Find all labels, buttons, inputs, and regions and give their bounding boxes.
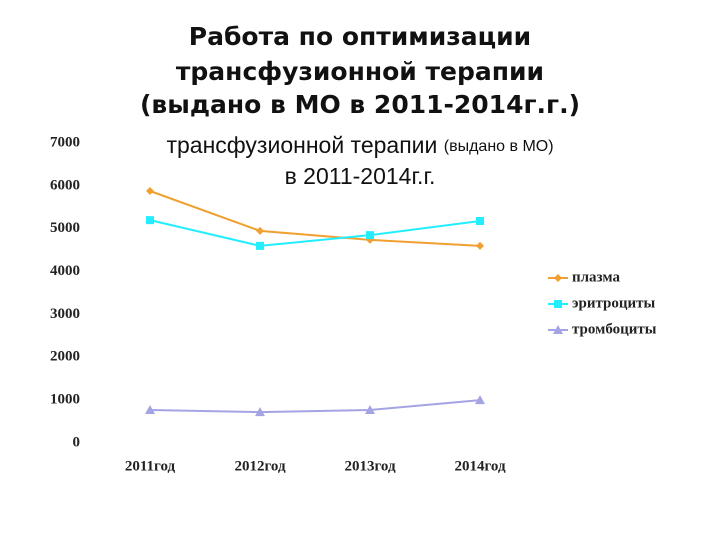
y-tick-label: 0 bbox=[73, 434, 81, 450]
marker bbox=[475, 395, 485, 405]
subtitle-part: трансфузионной терапии bbox=[166, 132, 437, 158]
title-line: (выдано в МО в 2011-2014г.г.) bbox=[140, 90, 580, 119]
x-tick-label: 2013год bbox=[344, 458, 396, 474]
y-tick-label: 1000 bbox=[50, 392, 80, 408]
y-tick-label: 2000 bbox=[50, 349, 80, 365]
title-line: Работа по оптимизации bbox=[189, 22, 531, 51]
marker bbox=[146, 187, 154, 195]
subtitle-line: трансфузионной терапии (выдано в МО) bbox=[166, 132, 553, 158]
subtitle-part: (выдано в МО) bbox=[444, 138, 554, 155]
x-tick-label: 2011год bbox=[125, 458, 176, 474]
marker bbox=[365, 405, 375, 414]
legend-label: эритроциты bbox=[572, 295, 656, 311]
x-tick-label: 2014год bbox=[454, 458, 506, 474]
series-line bbox=[149, 399, 481, 414]
legend-marker bbox=[554, 300, 562, 308]
y-tick-label: 5000 bbox=[50, 220, 80, 236]
subtitle-line: в 2011-2014г.г. bbox=[285, 163, 436, 189]
title-line: трансфузионной терапии bbox=[176, 57, 544, 86]
y-tick-label: 7000 bbox=[50, 134, 80, 150]
legend-marker bbox=[553, 325, 563, 334]
legend-label: плазма bbox=[572, 269, 620, 285]
y-tick-label: 6000 bbox=[50, 177, 80, 193]
marker bbox=[256, 241, 264, 250]
y-tick-label: 3000 bbox=[50, 306, 80, 322]
series-line bbox=[149, 190, 481, 247]
marker bbox=[476, 241, 484, 250]
marker bbox=[145, 405, 155, 414]
y-tick-label: 4000 bbox=[50, 263, 80, 279]
x-tick-label: 2012год bbox=[234, 458, 286, 474]
marker bbox=[476, 217, 484, 225]
legend-marker bbox=[554, 274, 562, 282]
legend-label: тромбоциты bbox=[572, 321, 657, 337]
marker bbox=[256, 226, 264, 235]
marker bbox=[146, 216, 154, 225]
series-line bbox=[149, 219, 481, 247]
marker bbox=[366, 231, 374, 240]
marker bbox=[255, 407, 265, 417]
